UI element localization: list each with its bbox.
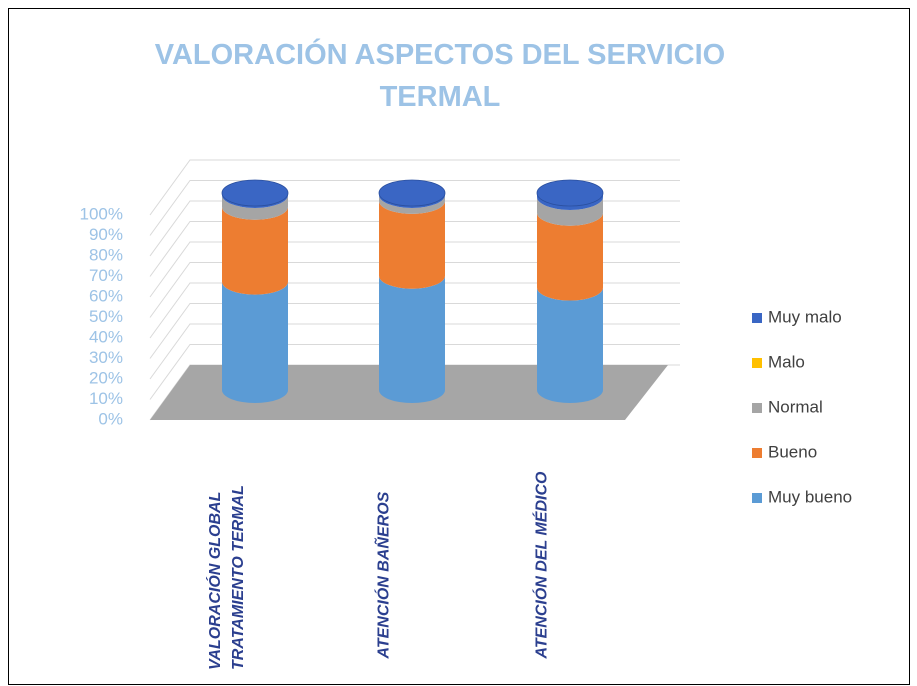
y-tick-label: 100% [80,204,123,223]
grid-line [149,200,680,257]
grid-line [149,323,680,380]
y-tick-label: 40% [89,327,123,346]
y-tick-label: 10% [89,389,123,408]
cylinder-segment [222,281,288,403]
y-tick-label: 90% [89,225,123,244]
y-tick-label: 50% [89,307,123,326]
x-tick-label: ATENCIÓN DEL MÉDICO [533,471,551,659]
cylinder-segment [537,212,603,301]
cylinder-cap [378,179,446,207]
legend-swatch [752,358,762,368]
cylinder-cap [221,179,289,207]
cylinder-segment [379,194,445,214]
legend-swatch [752,493,762,503]
cylinder-segment [379,275,445,403]
cylinder [378,179,446,403]
legend-label: Malo [768,352,805,371]
cylinder-segment [537,193,603,210]
x-tick-label: ATENCIÓN BAÑEROS [375,491,393,659]
y-tick-label: 20% [89,368,123,387]
grid-line [149,344,680,400]
legend-swatch [752,403,762,413]
grid-line [149,303,680,359]
cylinder-segment [222,206,288,295]
cylinder [221,179,289,403]
grid-line [149,282,680,339]
grid-line [149,262,680,318]
y-tick-label: 60% [89,286,123,305]
legend-label: Bueno [768,442,817,461]
legend-label: Muy malo [768,307,842,326]
grid-line [149,180,680,236]
cylinder [536,179,604,403]
cylinder-cap [536,179,604,207]
cylinder-segment [537,287,603,403]
y-tick-label: 0% [98,409,123,428]
grid-line [149,159,680,216]
cylinder-segment [222,194,288,220]
legend-label: Normal [768,397,823,416]
cylinder-segment [379,200,445,289]
y-tick-label: 70% [89,266,123,285]
chart-border [8,8,910,685]
x-tick-label: VALORACIÓN GLOBAL TRATAMIENTO TERMAL [207,485,247,670]
legend-swatch [752,448,762,458]
chart-title: VALORACIÓN ASPECTOS DEL SERVICIO TERMAL [154,39,726,113]
grid-line [149,221,680,277]
cylinder-segment [537,196,603,226]
legend-label: Muy bueno [768,487,852,506]
y-tick-label: 30% [89,348,123,367]
legend-swatch [752,313,762,323]
y-tick-label: 80% [89,245,123,264]
grid-line [149,241,680,298]
